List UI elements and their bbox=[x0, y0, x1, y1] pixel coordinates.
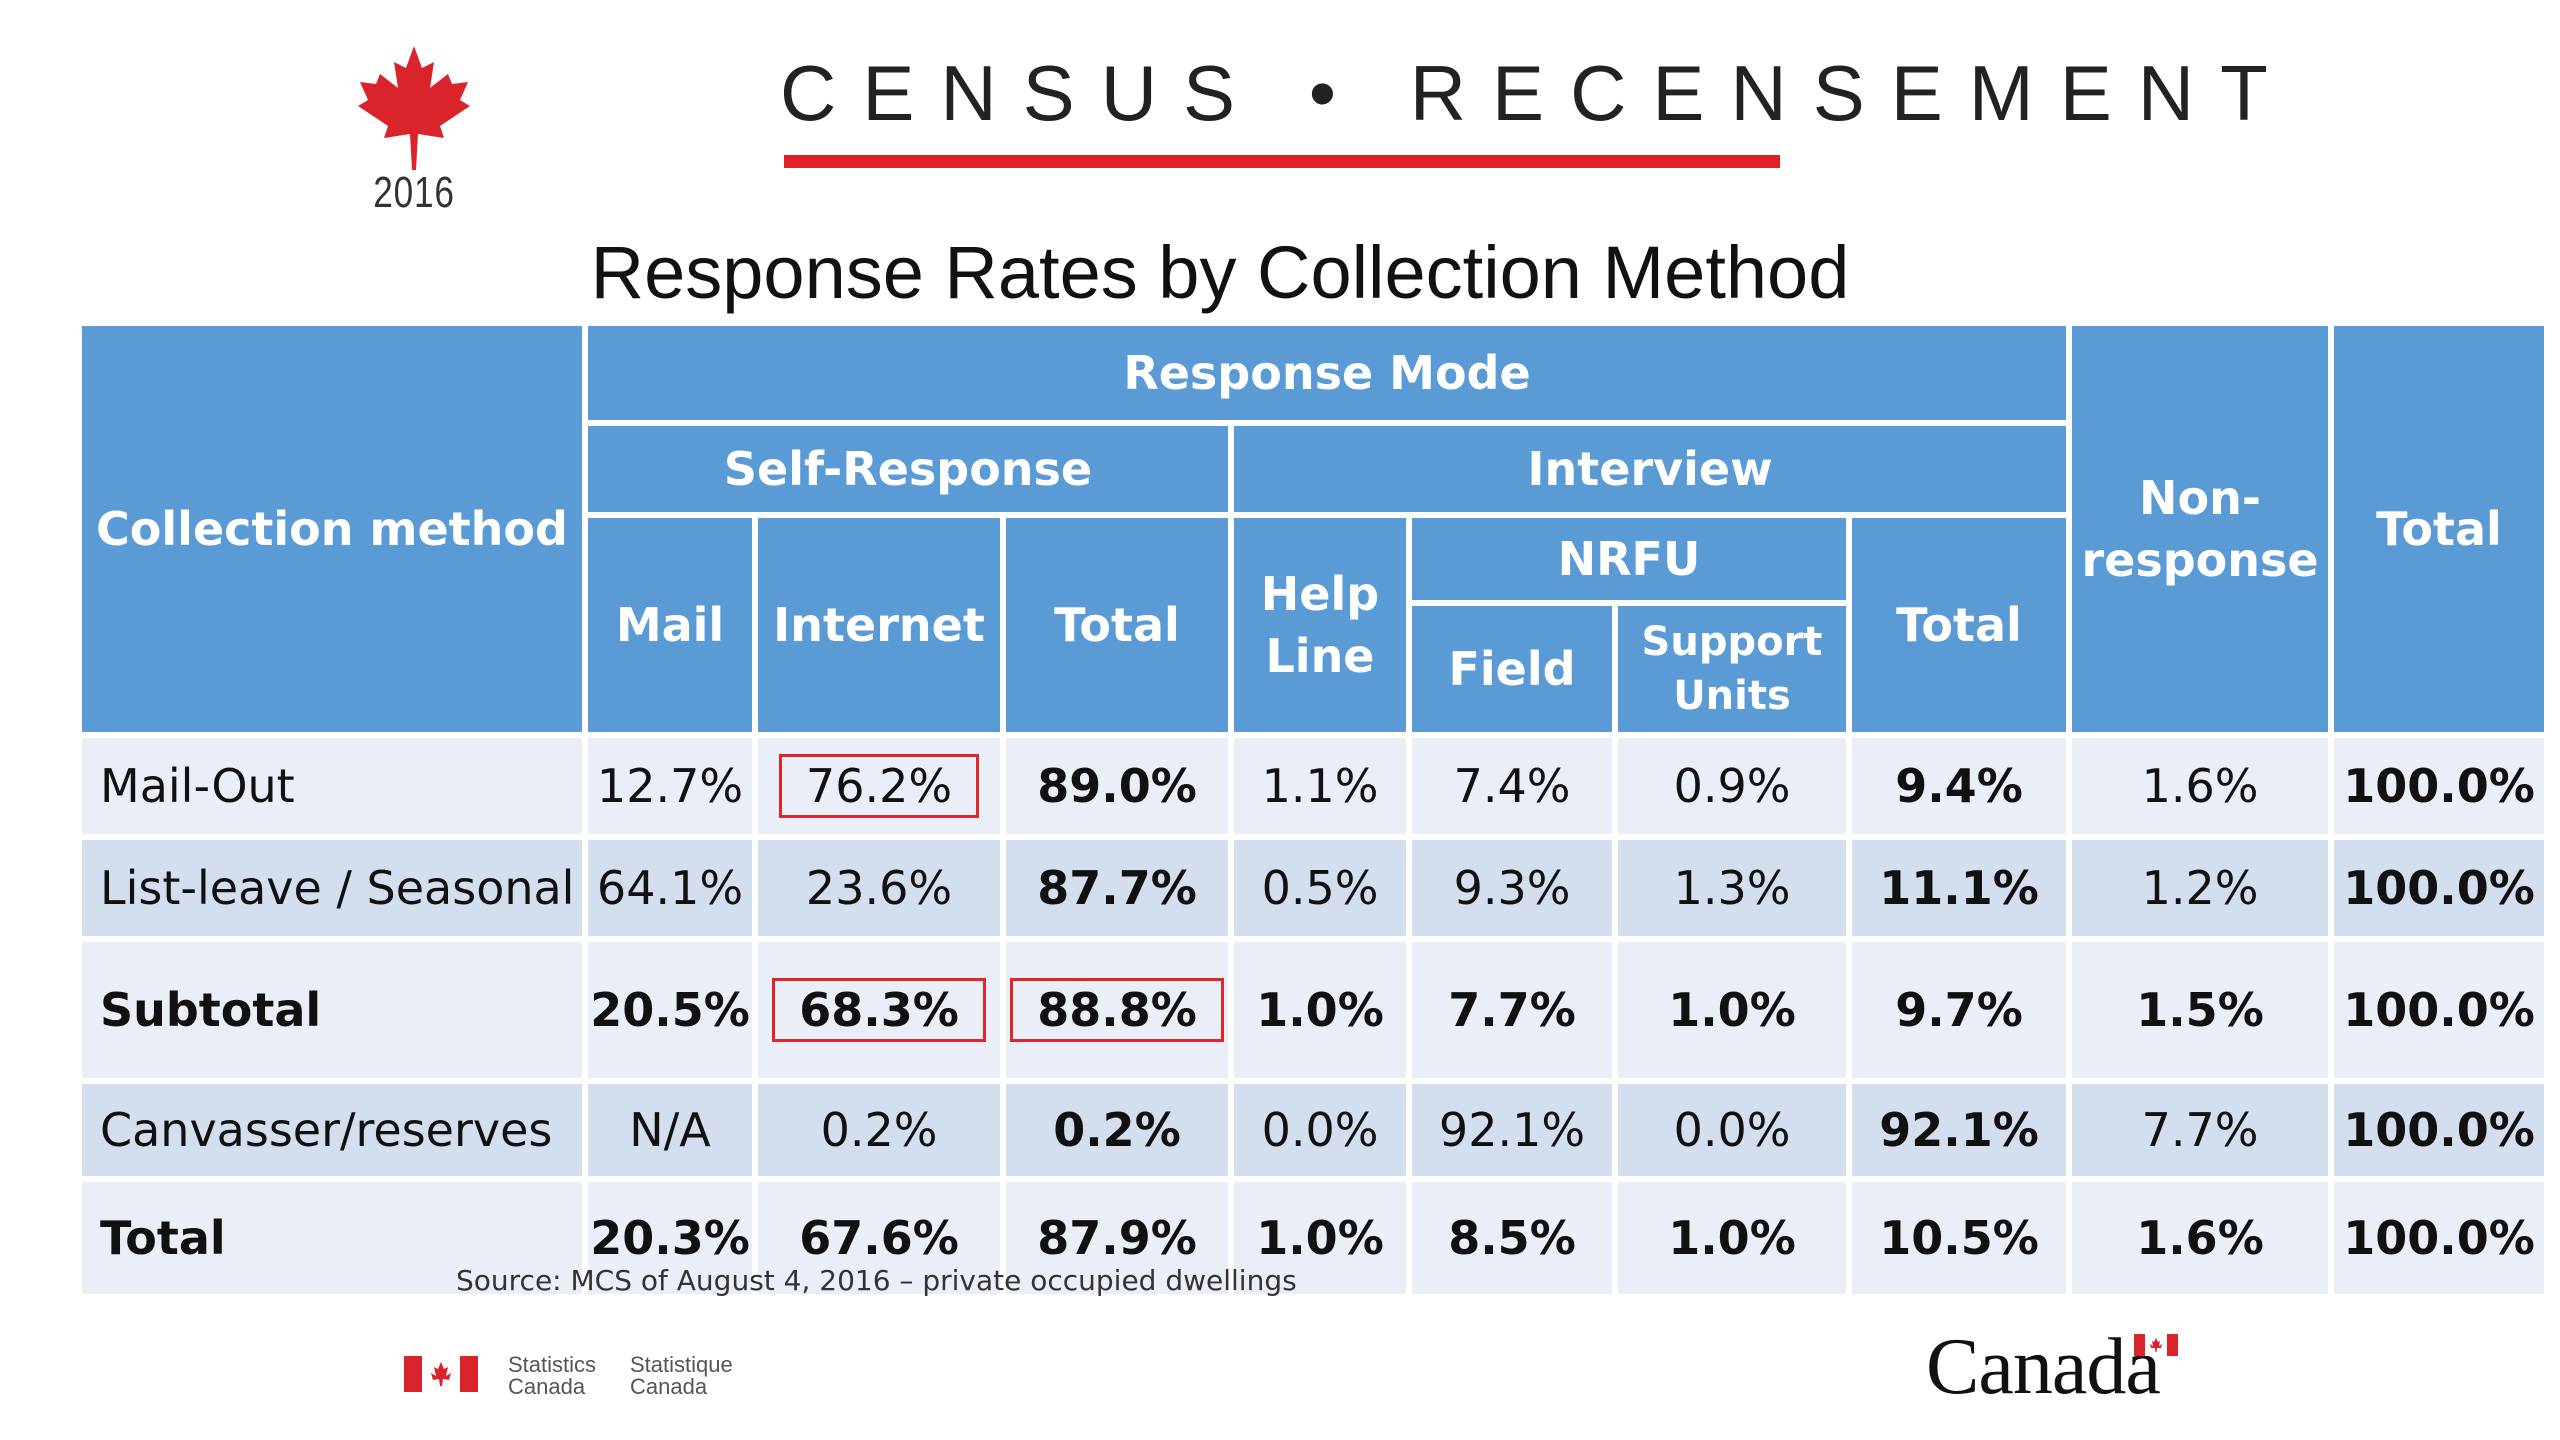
header-support-units: Support Units bbox=[1618, 606, 1846, 732]
cell-subtotal-support-units: 1.0% bbox=[1618, 942, 1846, 1078]
canada-flag-icon bbox=[404, 1356, 478, 1392]
header-self-total: Total bbox=[1006, 518, 1228, 732]
cell-total-self-total: 87.9% bbox=[1006, 1182, 1228, 1294]
cell-mail-out-interview-total: 9.4% bbox=[1852, 738, 2066, 834]
row-label-subtotal: Subtotal bbox=[82, 942, 582, 1078]
cell-subtotal-internet: 68.3% bbox=[758, 942, 1000, 1078]
source-note: Source: MCS of August 4, 2016 – private … bbox=[456, 1264, 1297, 1297]
header-total: Total bbox=[2334, 326, 2544, 732]
cell-mail-out-help-line: 1.1% bbox=[1234, 738, 1406, 834]
cell-total-field: 8.5% bbox=[1412, 1182, 1612, 1294]
cell-mail-out-mail: 12.7% bbox=[588, 738, 752, 834]
cell-subtotal-self-total: 88.8% bbox=[1006, 942, 1228, 1078]
cell-list-leave-mail: 64.1% bbox=[588, 840, 752, 936]
cell-total-interview-total: 10.5% bbox=[1852, 1182, 2066, 1294]
maple-leaf-icon bbox=[358, 46, 470, 170]
cell-list-leave-support-units: 1.3% bbox=[1618, 840, 1846, 936]
header-internet: Internet bbox=[758, 518, 1000, 732]
cell-subtotal-field: 7.7% bbox=[1412, 942, 1612, 1078]
cell-list-leave-help-line: 0.5% bbox=[1234, 840, 1406, 936]
cell-mail-out-field: 7.4% bbox=[1412, 738, 1612, 834]
header-response-mode: Response Mode bbox=[588, 326, 2066, 420]
cell-mail-out-self-total: 89.0% bbox=[1006, 738, 1228, 834]
cell-list-leave-total: 100.0% bbox=[2334, 840, 2544, 936]
cell-subtotal-help-line: 1.0% bbox=[1234, 942, 1406, 1078]
header-collection-method: Collection method bbox=[82, 326, 582, 732]
cell-mail-out-support-units: 0.9% bbox=[1618, 738, 1846, 834]
row-label-canvasser: Canvasser/reserves bbox=[82, 1084, 582, 1176]
header-mail: Mail bbox=[588, 518, 752, 732]
cell-canvasser-internet: 0.2% bbox=[758, 1084, 1000, 1176]
header-help-line: Help Line bbox=[1234, 518, 1406, 732]
cell-canvasser-field: 92.1% bbox=[1412, 1084, 1612, 1176]
cell-total-non-response: 1.6% bbox=[2072, 1182, 2328, 1294]
census-banner: CENSUS • RECENSEMENT bbox=[780, 49, 2294, 137]
cell-canvasser-self-total: 0.2% bbox=[1006, 1084, 1228, 1176]
cell-mail-out-internet: 76.2% bbox=[758, 738, 1000, 834]
cell-canvasser-support-units: 0.0% bbox=[1618, 1084, 1846, 1176]
header-field: Field bbox=[1412, 606, 1612, 732]
cell-list-leave-interview-total: 11.1% bbox=[1852, 840, 2066, 936]
cell-mail-out-non-response: 1.6% bbox=[2072, 738, 2328, 834]
header-interview: Interview bbox=[1234, 426, 2066, 512]
logo-year: 2016 bbox=[373, 168, 455, 217]
cell-total-total: 100.0% bbox=[2334, 1182, 2544, 1294]
highlight-box: 68.3% bbox=[772, 977, 986, 1043]
cell-mail-out-total: 100.0% bbox=[2334, 738, 2544, 834]
cell-list-leave-self-total: 87.7% bbox=[1006, 840, 1228, 936]
cell-list-leave-non-response: 1.2% bbox=[2072, 840, 2328, 936]
cell-subtotal-mail: 20.5% bbox=[588, 942, 752, 1078]
statistics-canada-en: Statistics Canada bbox=[508, 1352, 597, 1399]
statistique-canada-fr: Statistique Canada bbox=[630, 1352, 733, 1399]
header-interview-total: Total bbox=[1852, 518, 2066, 732]
response-rates-table: Collection method Response Mode Non- res… bbox=[82, 326, 2544, 1294]
cell-total-mail: 20.3% bbox=[588, 1182, 752, 1294]
row-label-total: Total bbox=[82, 1182, 582, 1294]
cell-total-help-line: 1.0% bbox=[1234, 1182, 1406, 1294]
cell-list-leave-field: 9.3% bbox=[1412, 840, 1612, 936]
cell-canvasser-help-line: 0.0% bbox=[1234, 1084, 1406, 1176]
cell-canvasser-interview-total: 92.1% bbox=[1852, 1084, 2066, 1176]
cell-total-support-units: 1.0% bbox=[1618, 1182, 1846, 1294]
cell-list-leave-internet: 23.6% bbox=[758, 840, 1000, 936]
cell-canvasser-total: 100.0% bbox=[2334, 1084, 2544, 1176]
header-nrfu: NRFU bbox=[1412, 518, 1846, 600]
cell-total-internet: 67.6% bbox=[758, 1182, 1000, 1294]
header-self-response: Self-Response bbox=[588, 426, 1228, 512]
cell-subtotal-total: 100.0% bbox=[2334, 942, 2544, 1078]
page-title: Response Rates by Collection Method bbox=[590, 231, 1850, 314]
highlight-box: 76.2% bbox=[778, 753, 980, 819]
canada-wordmark: Canada bbox=[1926, 1323, 2161, 1411]
canada-wordmark-flag-icon bbox=[2134, 1334, 2178, 1356]
header-non-response: Non- response bbox=[2072, 326, 2328, 732]
row-label-mail-out: Mail-Out bbox=[82, 738, 582, 834]
cell-subtotal-non-response: 1.5% bbox=[2072, 942, 2328, 1078]
cell-canvasser-mail: N/A bbox=[588, 1084, 752, 1176]
banner-red-bar bbox=[784, 155, 1780, 168]
cell-canvasser-non-response: 7.7% bbox=[2072, 1084, 2328, 1176]
highlight-box: 88.8% bbox=[1010, 977, 1224, 1043]
row-label-list-leave: List-leave / Seasonal bbox=[82, 840, 582, 936]
cell-subtotal-interview-total: 9.7% bbox=[1852, 942, 2066, 1078]
